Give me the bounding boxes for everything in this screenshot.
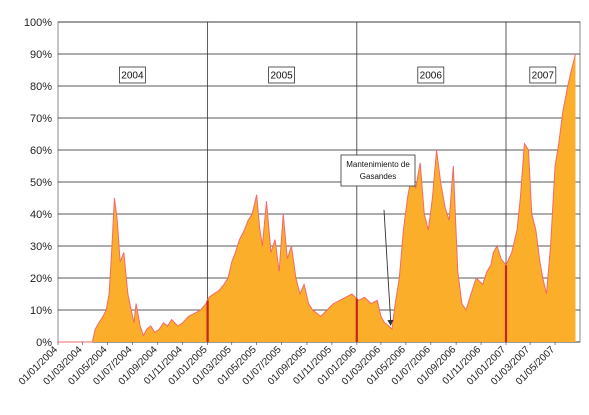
- year-label-box: [529, 66, 557, 84]
- y-tick-label: 10%: [30, 305, 52, 317]
- year-label-box: [417, 66, 445, 84]
- year-label-box: [118, 66, 146, 84]
- year-label: 2006: [420, 71, 443, 82]
- y-tick-labels: 0% 10% 20% 30% 40% 50% 60% 70% 80% 90% 100%: [24, 17, 52, 349]
- y-tick-label: 100%: [24, 17, 52, 29]
- annotation-arrowhead: [387, 319, 394, 326]
- y-tick-label: 20%: [30, 273, 52, 285]
- year-labels: 2004 2005 2006 2007: [118, 66, 557, 84]
- y-tick-label: 30%: [30, 241, 52, 253]
- year-label: 2007: [532, 71, 555, 82]
- series-area-fill: [58, 54, 576, 342]
- y-tick-label: 50%: [30, 177, 52, 189]
- year-label: 2005: [270, 71, 293, 82]
- year-label-box: [268, 66, 295, 84]
- y-tick-label: 90%: [30, 49, 52, 61]
- annotation: Mantenimiento de Gasandes: [340, 154, 416, 326]
- y-tick-label: 70%: [30, 113, 52, 125]
- annotation-arrow: [383, 209, 392, 323]
- y-tick-label: 0%: [36, 337, 52, 349]
- annotation-text-line1: Mantenimiento de: [346, 160, 410, 169]
- x-tick-labels: 01/01/200401/03/200401/05/200401/07/2004…: [17, 342, 557, 388]
- y-tick-label: 60%: [30, 145, 52, 157]
- series-area-edge: [58, 53, 576, 343]
- y-tick-label: 40%: [30, 209, 52, 221]
- year-start-markers: [206, 265, 508, 342]
- annotation-box: [340, 154, 416, 187]
- y-tick-label: 80%: [30, 81, 52, 93]
- year-label: 2004: [121, 71, 144, 82]
- annotation-text-line2: Gasandes: [360, 172, 396, 181]
